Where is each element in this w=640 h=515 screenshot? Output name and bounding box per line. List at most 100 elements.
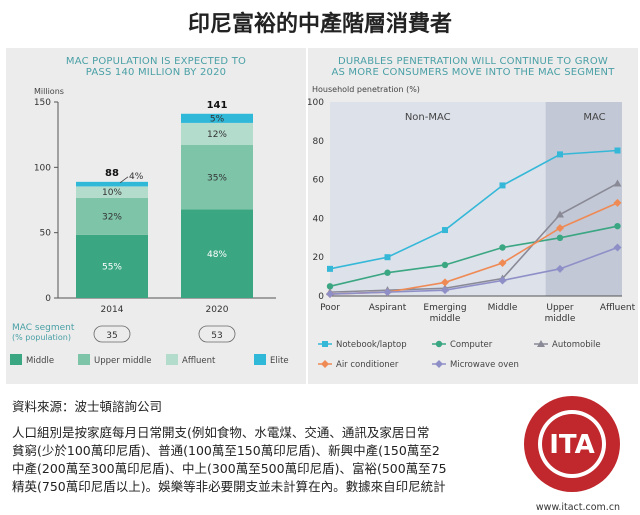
data-point-notebook-laptop: [557, 151, 563, 158]
y-tick-label: 100: [34, 163, 51, 173]
mac-segment-label-line1: MAC segment: [12, 323, 75, 333]
bar-segment-upper-middle-2014: [76, 197, 148, 235]
population-bar-chart: Millions 0 50 100 150 55% 32% 10% 4% 88 2014 35 48%…: [10, 87, 289, 366]
bar-segment-elite-2020: [181, 113, 253, 123]
data-point-computer: [384, 269, 391, 276]
legend-label: Air conditioner: [336, 360, 399, 370]
bar-total-label: 141: [207, 100, 228, 111]
data-point-computer: [326, 283, 334, 290]
legend-label: Notebook/laptop: [336, 340, 407, 350]
y-tick-label: 0: [45, 294, 51, 304]
y-tick-label: 80: [313, 137, 325, 147]
data-point-computer: [556, 234, 564, 241]
data-point-notebook-laptop: [327, 265, 333, 272]
data-point-computer: [614, 222, 621, 230]
legend-label: Microwave oven: [450, 360, 519, 370]
legend-label: Affluent: [182, 356, 216, 366]
penetration-chart-title-line2: AS MORE CONSUMERS MOVE INTO THE MAC SEGM…: [331, 67, 615, 78]
population-chart-title-line1: MAC POPULATION IS EXPECTED TO: [65, 56, 247, 67]
penetration-line-chart: Household penetration (%) Non-MAC MAC 0 20 4…: [308, 85, 636, 370]
x-tick-label: Affluent: [600, 303, 636, 313]
bar-data-label: 4%: [129, 172, 144, 182]
legend-swatch-affluent: [166, 354, 178, 365]
data-point-automobile: [613, 179, 622, 187]
x-tick-label: Poor: [320, 303, 340, 313]
x-tick-label: Emerging: [423, 303, 466, 313]
page-title: 印尼富裕的中產階層消費者: [187, 12, 452, 37]
bar-data-label: 10%: [102, 188, 122, 198]
mac-region: [545, 102, 622, 296]
mac-segment-label-line2: (% population): [12, 333, 71, 342]
x-tick-label: Upper: [546, 303, 574, 313]
legend-swatch-elite: [254, 354, 266, 365]
legend-label: Elite: [270, 356, 289, 366]
mac-segment-pill: [93, 325, 131, 343]
series-line-automobile: [329, 182, 618, 293]
data-point-automobile: [556, 210, 564, 218]
bar-segment-affluent-2020: [181, 122, 253, 145]
region-label: Non-MAC: [405, 112, 451, 123]
bar-segment-affluent-2014: [76, 186, 148, 198]
data-point-air-conditioner: [498, 259, 507, 268]
bar-data-label: 32%: [102, 212, 122, 222]
x-tick-label: Aspirant: [369, 303, 407, 313]
data-point-microwave-oven: [498, 276, 507, 285]
population-y-axis-label: Millions: [34, 87, 64, 96]
y-tick-label: 20: [313, 253, 325, 263]
data-point-computer: [441, 261, 449, 269]
population-chart-panel: MAC POPULATION IS EXPECTED TO PASS 140 M…: [6, 48, 306, 384]
mac-segment-pill: [198, 325, 236, 343]
data-point-microwave-oven: [613, 243, 622, 252]
x-tick-label: 2020: [206, 305, 229, 315]
data-point-microwave-oven: [383, 288, 392, 297]
data-point-notebook-laptop: [384, 254, 391, 261]
penetration-chart-title-line1: DURABLES PENETRATION WILL CONTINUE TO GR…: [338, 56, 608, 67]
data-point-air-conditioner: [556, 224, 564, 233]
data-point-microwave-oven: [326, 290, 334, 299]
y-tick-label: 0: [318, 292, 324, 302]
penetration-chart-title: DURABLES PENETRATION WILL CONTINUE TO GR…: [308, 56, 638, 78]
series-line-computer: [329, 225, 618, 288]
x-tick-label: Middle: [488, 303, 518, 313]
legend-marker-automobile: [537, 340, 545, 347]
non-mac-region: [330, 102, 546, 296]
bar-data-label: 35%: [207, 173, 227, 183]
legend-marker-notebook-laptop: [322, 341, 328, 347]
bar-total-label: 88: [105, 168, 119, 179]
region-label: MAC: [583, 112, 605, 123]
legend-label: Middle: [26, 356, 54, 366]
data-point-notebook-laptop: [499, 182, 506, 189]
data-point-microwave-oven: [441, 286, 449, 295]
penetration-chart-panel: DURABLES PENETRATION WILL CONTINUE TO GR…: [308, 48, 638, 384]
legend-marker-computer: [435, 340, 443, 348]
legend-label: Computer: [450, 340, 493, 350]
data-point-air-conditioner: [441, 278, 449, 287]
bar-segment-elite-2014: [76, 181, 148, 187]
data-point-air-conditioner: [613, 198, 622, 207]
data-point-notebook-laptop: [614, 147, 621, 154]
y-tick-label: 100: [308, 98, 324, 108]
population-chart-title: MAC POPULATION IS EXPECTED TO PASS 140 M…: [6, 56, 306, 78]
y-tick-label: 50: [40, 229, 52, 239]
data-point-notebook-laptop: [442, 227, 448, 234]
bar-segment-upper-middle-2020: [181, 144, 253, 210]
population-chart-title-line2: PASS 140 MILLION BY 2020: [85, 67, 227, 78]
source-text: 資料來源：波士頓諮詢公司: [12, 399, 163, 414]
data-point-microwave-oven: [556, 264, 564, 273]
elite-label-leader: [119, 176, 129, 184]
y-tick-label: 60: [313, 176, 325, 186]
description-paragraph: 人口組別是按家庭每月日常開支(例如食物、水電煤、交通、通訊及家居日常 貧窮(少於…: [12, 425, 447, 494]
mac-segment-value: 35: [106, 331, 117, 341]
series-line-notebook-laptop: [329, 149, 618, 270]
legend-swatch-middle: [10, 354, 22, 365]
series-line-microwave-oven: [329, 246, 618, 295]
penetration-y-axis-label: Household penetration (%): [312, 85, 420, 94]
legend-label: Automobile: [552, 340, 601, 350]
legend-label: Upper middle: [94, 356, 151, 366]
bar-data-label: 55%: [102, 262, 122, 272]
bar-data-label: 48%: [207, 250, 227, 260]
bar-segment-middle-2020: [181, 209, 253, 298]
logo-inner-dot: [542, 414, 602, 474]
logo-website: www.itact.com.cn: [536, 502, 620, 513]
bar-data-label: 12%: [207, 130, 227, 140]
